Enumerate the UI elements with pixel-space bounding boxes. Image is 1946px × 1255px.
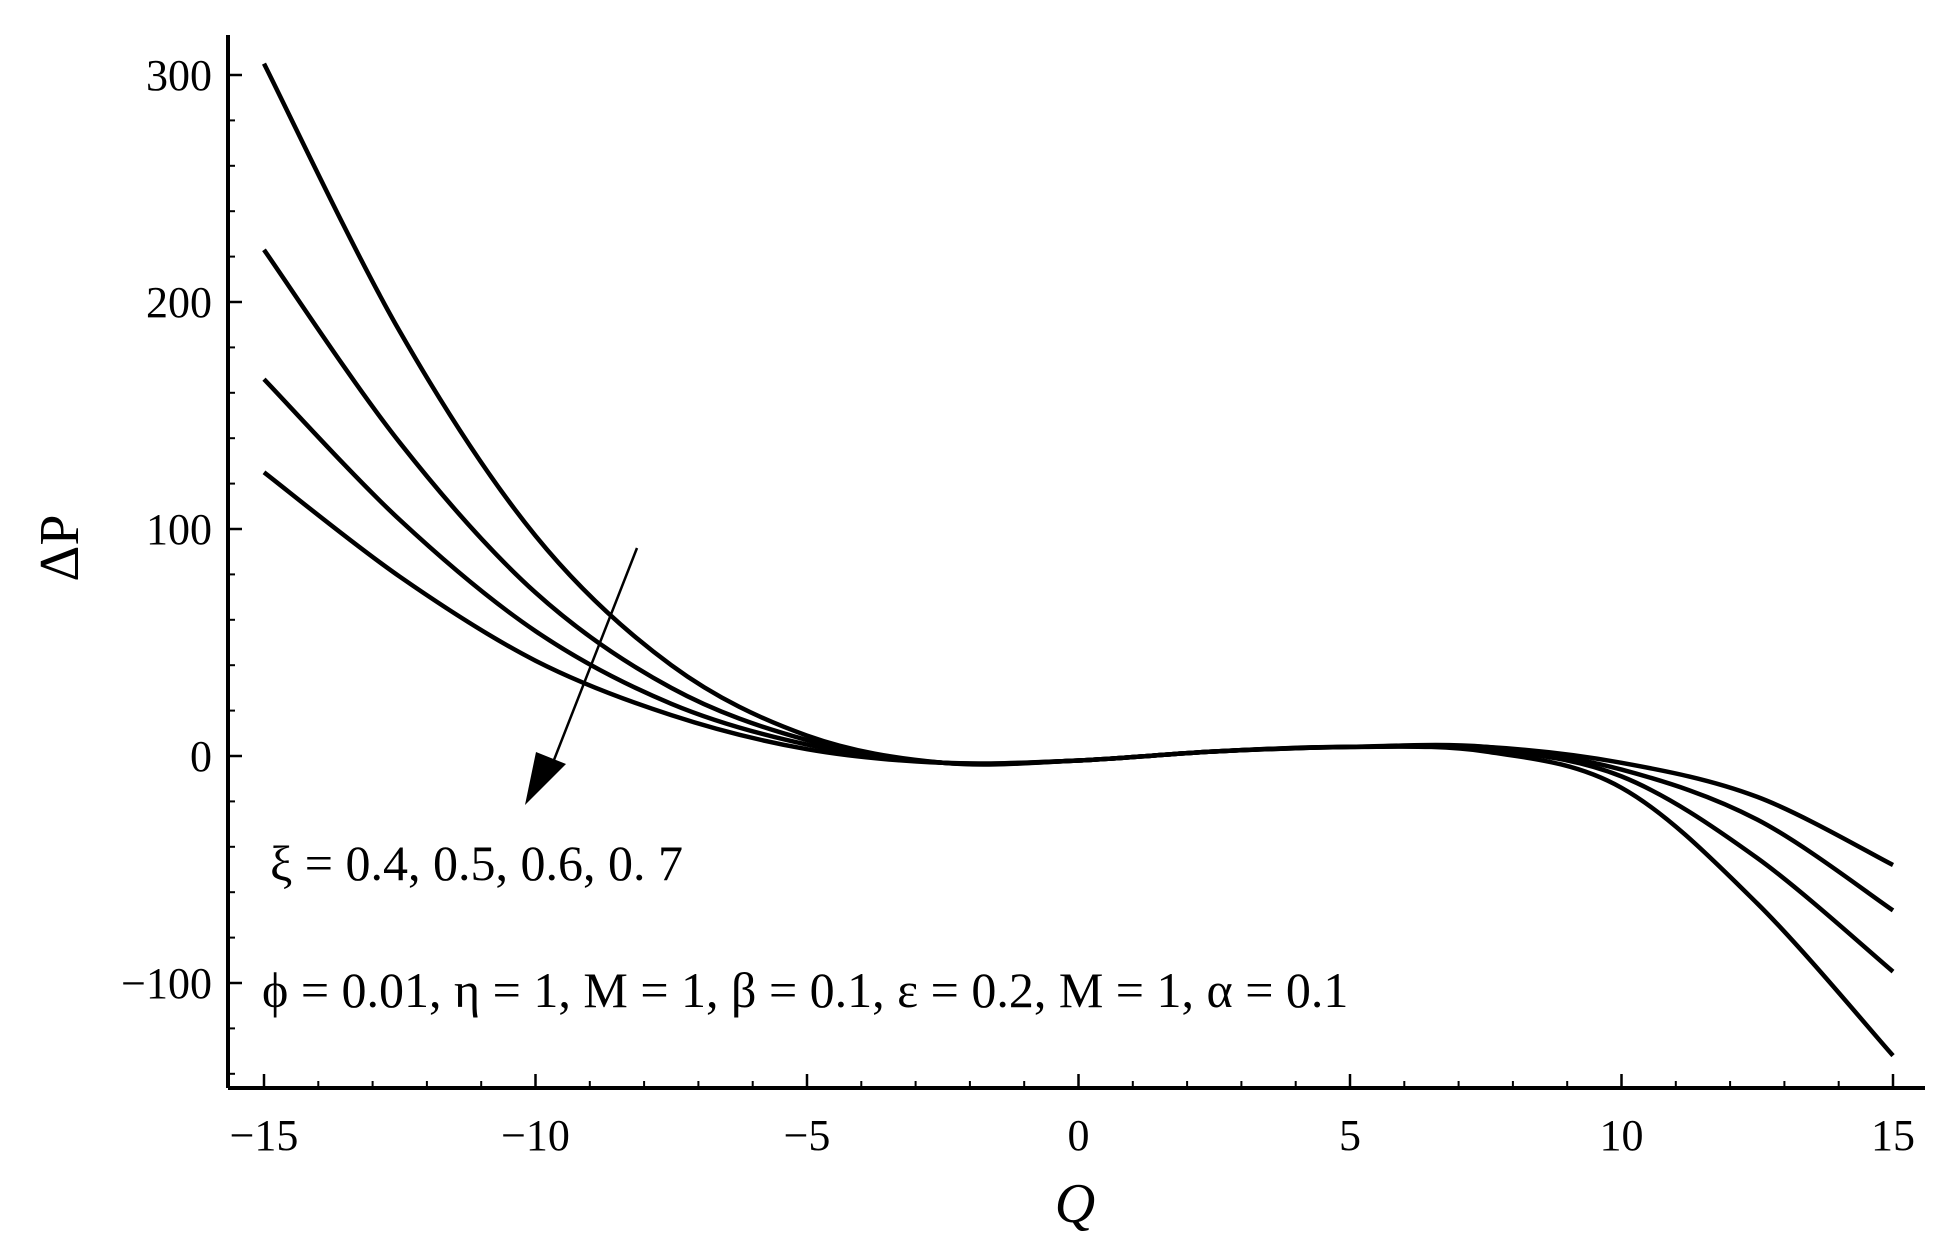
y-axis-title: ΔP (29, 514, 91, 581)
y-tick-label: 200 (146, 278, 212, 327)
x-tick-label: 5 (1339, 1111, 1361, 1160)
x-tick-label: 0 (1068, 1111, 1090, 1160)
axes (226, 35, 1925, 1090)
ticks: −15 −10 −5 0 5 10 15 −100 0 100 200 300 (121, 51, 1915, 1160)
series-line-2 (262, 248, 1895, 913)
x-tick-label: −10 (501, 1111, 570, 1160)
y-tick-label: −100 (121, 959, 212, 1008)
arrow-line (550, 547, 639, 766)
arrow-head (525, 752, 566, 805)
y-tick-label: 0 (190, 732, 212, 781)
x-tick-label: 10 (1600, 1111, 1644, 1160)
y-tick-label: 300 (146, 51, 212, 100)
series-line-1 (261, 62, 1895, 868)
x-axis-title: Q (1055, 1173, 1095, 1235)
x-tick-label: −15 (230, 1111, 299, 1160)
x-tick-label: 15 (1871, 1111, 1915, 1160)
xi-annotation: ξ = 0.4, 0.5, 0.6, 0. 7 (270, 835, 683, 891)
series-line-4 (262, 470, 1895, 1058)
y-tick-label: 100 (146, 505, 212, 554)
series-group (261, 62, 1895, 1058)
x-tick-label: −5 (784, 1111, 831, 1160)
parameters-annotation: ϕ = 0.01, η = 1, M = 1, β = 0.1, ε = 0.2… (262, 962, 1348, 1018)
direction-arrow (525, 547, 639, 805)
